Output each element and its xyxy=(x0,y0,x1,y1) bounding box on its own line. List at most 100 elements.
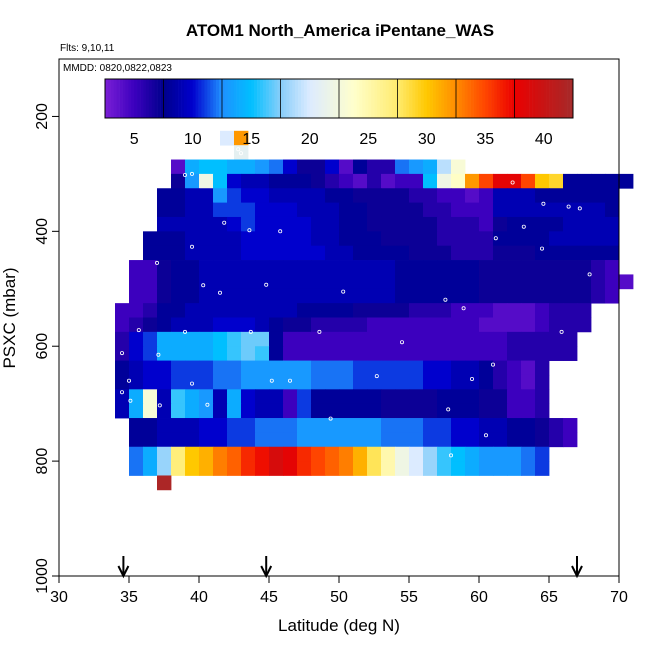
heatmap-cell xyxy=(199,461,214,476)
heatmap-cell xyxy=(297,389,312,405)
colorbar-segment xyxy=(163,79,167,118)
heatmap-cell xyxy=(521,288,536,304)
heatmap-cell xyxy=(451,159,466,175)
sample-point xyxy=(443,297,448,302)
colorbar-segment xyxy=(195,79,199,118)
heatmap-cell xyxy=(339,432,354,448)
heatmap-cell xyxy=(213,331,228,347)
colorbar-tick-label: 15 xyxy=(242,131,260,148)
heatmap-cell xyxy=(353,202,368,218)
heatmap-cell xyxy=(297,303,312,318)
heatmap-cell xyxy=(255,202,270,218)
heatmap-cell xyxy=(339,389,354,405)
heatmap-cell xyxy=(199,216,214,232)
heatmap-cell xyxy=(493,173,508,189)
heatmap-cell xyxy=(409,389,424,405)
heatmap-cell xyxy=(227,374,242,390)
heatmap-cell xyxy=(297,446,312,462)
colorbar-segment xyxy=(356,79,360,118)
heatmap-cell xyxy=(227,317,242,333)
heatmap-cell xyxy=(437,374,452,390)
heatmap-cell xyxy=(283,202,298,218)
sample-point xyxy=(587,272,592,277)
colorbar-segment xyxy=(514,79,518,118)
heatmap-cell xyxy=(577,303,592,318)
heatmap-cell xyxy=(451,216,466,232)
colorbar-segment xyxy=(450,79,454,118)
heatmap-cell xyxy=(549,216,564,232)
colorbar-segment xyxy=(496,79,501,118)
heatmap-cell xyxy=(409,317,424,333)
heatmap-cell xyxy=(549,245,564,261)
heatmap-cell xyxy=(381,446,396,462)
heatmap-cell xyxy=(269,331,284,347)
heatmap-cell xyxy=(367,260,382,275)
heatmap-cell xyxy=(395,461,410,476)
heatmap-cell xyxy=(521,374,536,390)
heatmap-cell xyxy=(563,260,578,275)
y-tick-label: 600 xyxy=(34,333,51,360)
heatmap-cell xyxy=(535,346,550,361)
heatmap-cell xyxy=(423,461,438,476)
heatmap-cell xyxy=(535,461,550,476)
heatmap-cell xyxy=(367,274,382,290)
heatmap-cell xyxy=(577,173,592,189)
heatmap-cell xyxy=(269,303,284,318)
heatmap-cell xyxy=(339,159,354,175)
sample-point xyxy=(136,328,141,333)
heatmap-cell xyxy=(241,418,256,433)
heatmap-cell xyxy=(241,432,256,448)
heatmap-cell xyxy=(465,374,480,390)
heatmap-cell xyxy=(353,374,368,390)
x-tick-label: 65 xyxy=(540,589,558,606)
heatmap-cell xyxy=(493,288,508,304)
heatmap-cell xyxy=(423,374,438,390)
heatmap-cell xyxy=(535,245,550,261)
heatmap-cell xyxy=(395,317,410,333)
heatmap-cell xyxy=(143,317,158,333)
colorbar-segment xyxy=(508,79,512,118)
heatmap-cell xyxy=(283,260,298,275)
heatmap-cell xyxy=(171,188,186,204)
heatmap-cell xyxy=(283,173,298,189)
heatmap-cell xyxy=(115,403,130,419)
heatmap-cell xyxy=(451,202,466,218)
heatmap-cell xyxy=(437,418,452,433)
heatmap-cell xyxy=(283,446,298,462)
colorbar-segment xyxy=(435,79,439,118)
heatmap-cell xyxy=(297,231,312,247)
heatmap-cell xyxy=(479,331,494,347)
heatmap-cell xyxy=(157,288,172,304)
heatmap-cell xyxy=(381,461,396,476)
heatmap-cell xyxy=(199,260,214,275)
heatmap-cell xyxy=(325,288,340,304)
heatmap-cell xyxy=(381,216,396,232)
heatmap-cell xyxy=(129,374,144,390)
heatmap-cell xyxy=(269,446,284,462)
heatmap-cell xyxy=(563,173,578,189)
heatmap-cell xyxy=(577,260,592,275)
heatmap-cell xyxy=(409,202,424,218)
heatmap-cell xyxy=(549,260,564,275)
colorbar-segment xyxy=(175,79,179,118)
heatmap-cell xyxy=(549,303,564,318)
heatmap-cell xyxy=(549,288,564,304)
colorbar-segment xyxy=(546,79,550,118)
heatmap-cell xyxy=(493,317,508,333)
heatmap-cell xyxy=(157,360,172,376)
heatmap-cell xyxy=(157,403,172,419)
heatmap-cell xyxy=(353,231,368,247)
sample-point xyxy=(540,246,545,251)
colorbar-segment xyxy=(277,79,281,118)
heatmap-cell xyxy=(479,216,494,232)
heatmap-cell xyxy=(423,245,438,261)
sample-point xyxy=(469,376,474,381)
heatmap-cell xyxy=(465,403,480,419)
y-tick-label: 200 xyxy=(34,103,51,130)
heatmap-cell xyxy=(143,346,158,361)
heatmap-cell xyxy=(297,360,312,376)
heatmap-cell xyxy=(591,288,606,304)
heatmap-cell xyxy=(213,461,228,476)
heatmap-cell xyxy=(549,188,564,204)
heatmap-cell xyxy=(241,188,256,204)
